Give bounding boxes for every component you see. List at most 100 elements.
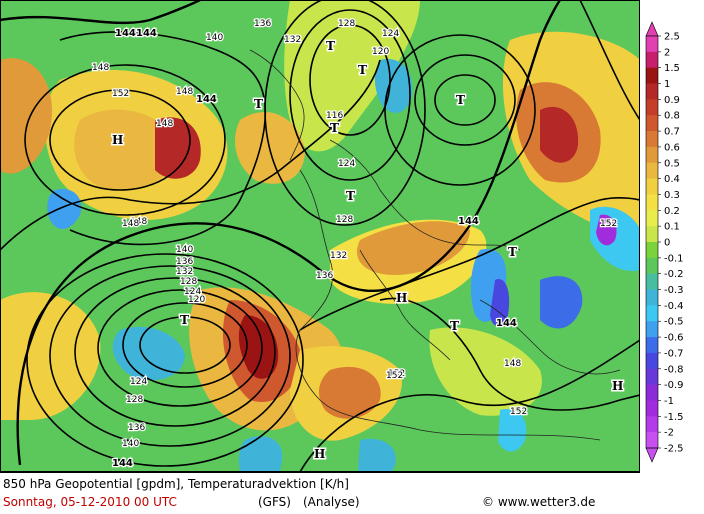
low-pressure-marker: T (254, 97, 263, 111)
copyright-credit: © www.wetter3.de (482, 493, 595, 511)
contour-label: 144 (458, 216, 479, 227)
colorbar-tick-label: -2 (664, 428, 674, 439)
colorbar-tick-label: 1.5 (664, 63, 680, 74)
contour-label: 144 (112, 458, 133, 469)
contour-label: 128 (338, 19, 355, 29)
colorbar-tick-label: 0.7 (664, 127, 680, 138)
contour-label: 140 (122, 439, 139, 449)
contour-label: 124 (130, 377, 147, 387)
colorbar-tick-label: -0.9 (664, 380, 684, 391)
high-pressure-marker: H (112, 133, 123, 147)
colorbar-swatch (646, 36, 658, 53)
contour-label: 136 (176, 257, 193, 267)
map-valid-time: Sonntag, 05-12-2010 00 UTC (3, 495, 177, 509)
contour-label: 124 (338, 159, 355, 169)
colorbar-swatch (646, 337, 658, 354)
contour-label: 136 (128, 423, 145, 433)
colorbar-swatch (646, 289, 658, 306)
colorbar-tick-label: 0.4 (664, 174, 680, 185)
copyright-icon: © (482, 495, 494, 509)
contour-label: 128 (336, 215, 353, 225)
low-pressure-marker: T (456, 93, 465, 107)
colorbar-tick-label: 0.6 (664, 142, 680, 153)
colorbar-tick-label: -0.1 (664, 253, 684, 264)
geopotential-contours (0, 0, 640, 472)
contour-label: 132 (176, 267, 193, 277)
colorbar-swatch (646, 83, 658, 100)
colorbar-swatch (646, 178, 658, 195)
colorbar-tick-label: -0.7 (664, 348, 684, 359)
colorbar-swatch (646, 242, 658, 259)
colorbar-ticks: 2.5 2 1.5 1 0.9 0.8 0.7 0.6 0.5 0.4 0.3 0.2 0.1 0 -0.1… (658, 32, 684, 455)
colorbar-tick-label: -0.8 (664, 364, 684, 375)
analysis-label: (Analyse) (303, 495, 360, 509)
contour-label: 120 (188, 295, 205, 305)
high-pressure-marker: H (396, 291, 407, 305)
low-pressure-marker: T (508, 245, 517, 259)
colorbar-tick-label: -0.6 (664, 333, 684, 344)
colorbar-min-arrow (645, 447, 659, 463)
contour-label: 148 (504, 359, 521, 369)
colorbar-swatch (646, 321, 658, 338)
contour-label: 144 (136, 28, 157, 39)
colorbar-max-arrow (645, 21, 659, 37)
contour-label: 136 (316, 271, 333, 281)
contour-label: 144 (496, 318, 517, 329)
contour-label: 124 (184, 287, 201, 297)
contour-label: 128 (126, 395, 143, 405)
contour-label: 136 (254, 19, 271, 29)
colorbar-tick-label: 2 (664, 47, 670, 58)
colorbar-tick-label: -1.5 (664, 412, 684, 423)
colorbar-swatch (646, 368, 658, 385)
colorbar-swatch (646, 384, 658, 401)
colorbar-tick-label: 2.5 (664, 32, 680, 43)
low-pressure-marker: T (358, 63, 367, 77)
high-pressure-marker: H (314, 447, 325, 461)
colorbar-swatch (646, 51, 658, 68)
contour-label: 152 (388, 369, 405, 379)
colorbar-swatch (646, 226, 658, 243)
colorbar-swatch (646, 432, 658, 449)
colorbar-tick-label: 0 (664, 238, 670, 249)
contour-label: 152 (112, 89, 129, 99)
advection-field-positive (0, 0, 640, 441)
colorbar-swatch (646, 305, 658, 322)
contour-label: 140 (176, 245, 193, 255)
colorbar-swatch (646, 162, 658, 179)
colorbar-swatch (646, 400, 658, 417)
contour-label: 124 (382, 29, 399, 39)
contour-label: 144 (115, 28, 136, 39)
colorbar-swatch (646, 257, 658, 274)
colorbar-tick-label: 0.8 (664, 111, 680, 122)
colorbar-swatch (646, 99, 658, 116)
colorbar-tick-label: -0.5 (664, 317, 684, 328)
contour-label: 120 (372, 47, 389, 57)
colorbar-swatch (646, 115, 658, 132)
colorbar-tick-label: -2.5 (664, 444, 684, 455)
contour-label: 144 (196, 94, 217, 105)
map-description: 850 hPa Geopotential [gpdm], Temperatura… (3, 477, 349, 491)
weather-map: 144 144 148 152 148 144 140 136 132 128 … (0, 0, 640, 472)
map-footer: 850 hPa Geopotential [gpdm], Temperatura… (0, 472, 640, 514)
low-pressure-marker: T (180, 313, 189, 327)
colorbar-swatch (646, 194, 658, 211)
contour-label: 152 (386, 371, 403, 381)
colorbar-tick-label: -0.4 (664, 301, 684, 312)
contour-label: 148 (92, 63, 109, 73)
contour-label: 132 (330, 251, 347, 261)
low-pressure-marker: T (326, 39, 335, 53)
pressure-centers: H H H H T T T T T T T T T (111, 38, 625, 463)
colorbar-swatch (646, 416, 658, 433)
credit-link[interactable]: www.wetter3.de (497, 495, 596, 509)
contour-label: 128 (180, 277, 197, 287)
high-pressure-marker: H (612, 379, 623, 393)
contour-label: 140 (206, 33, 223, 43)
colorbar-legend: 2.5 2 1.5 1 0.9 0.8 0.7 0.6 0.5 0.4 0.3 0.2 0.1 0 -0.1… (640, 0, 704, 472)
low-pressure-marker: T (450, 319, 459, 333)
colorbar-tick-label: 0.1 (664, 222, 680, 233)
colorbar-swatch (646, 131, 658, 148)
colorbar-swatches (645, 21, 659, 463)
contour-label: 116 (326, 111, 343, 121)
coastlines (249, 49, 621, 441)
low-pressure-marker: T (346, 189, 355, 203)
